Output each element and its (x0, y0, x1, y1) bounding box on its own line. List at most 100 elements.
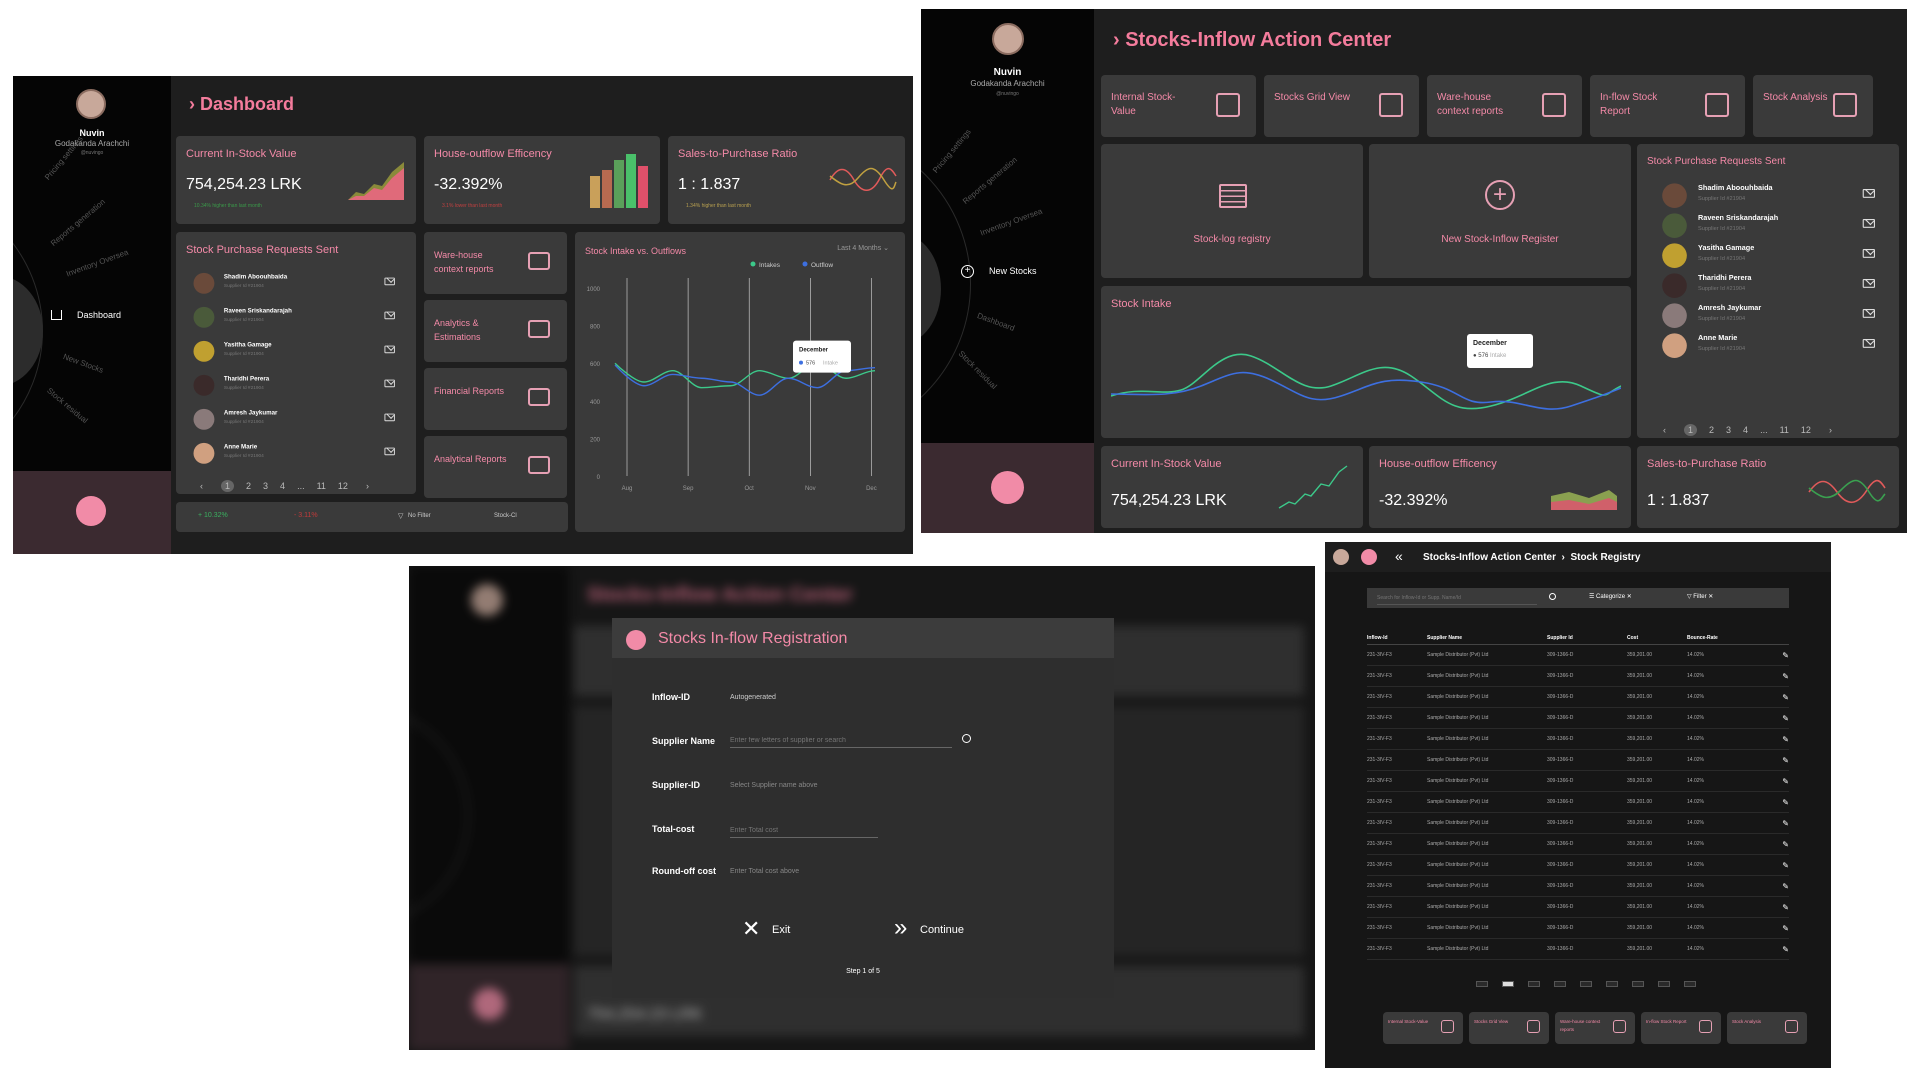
edit-icon[interactable]: ✎ (1737, 749, 1789, 771)
edit-icon[interactable]: ✎ (1737, 770, 1789, 792)
kpi-outflow[interactable]: House-outflow Efficency -32.392% (1369, 446, 1631, 528)
search-input[interactable] (1377, 591, 1537, 605)
table-row[interactable]: 231-3IV-F3 Sample Distributor (Pvt) Ltd 30… (1367, 938, 1789, 960)
page-number[interactable]: 1 (221, 480, 235, 492)
page-number[interactable]: 2 (246, 481, 252, 491)
list-item[interactable]: Shadim Aboouhbaida Supplier Id #21904 (184, 270, 408, 302)
action-tile[interactable]: In-flow Stock Report (1641, 1012, 1721, 1044)
page-dot[interactable] (1658, 981, 1670, 987)
mail-icon[interactable] (384, 311, 395, 320)
search-icon[interactable] (1549, 593, 1556, 600)
page-number[interactable]: 1 (1684, 424, 1698, 436)
action-tile[interactable]: Stocks Grid View (1264, 75, 1419, 137)
prev-icon[interactable]: ‹ (1663, 425, 1666, 435)
chart-range-select[interactable]: Last 4 Months ⌄ (837, 245, 889, 252)
edit-icon[interactable]: ✎ (1737, 686, 1789, 708)
edit-icon[interactable]: ✎ (1737, 854, 1789, 876)
nav-dashboard[interactable]: Dashboard (975, 311, 1016, 333)
prev-icon[interactable]: ‹ (200, 481, 203, 491)
report-tile[interactable]: Financial Reports (424, 368, 567, 430)
logo-icon[interactable] (76, 496, 106, 526)
filter-button[interactable]: ▽ Filter ✕ (1687, 594, 1714, 600)
mail-icon[interactable] (384, 413, 395, 422)
kpi-ratio[interactable]: Sales-to-Purchase Ratio 1 : 1.837 1.34% … (668, 136, 905, 224)
page-dot[interactable] (1476, 981, 1488, 987)
action-tile[interactable]: Stocks Grid View (1469, 1012, 1549, 1044)
edit-icon[interactable]: ✎ (1737, 644, 1789, 666)
page-dot[interactable] (1528, 981, 1540, 987)
list-item[interactable]: Shadim Aboouhbaida Supplier Id #21904 (1651, 180, 1891, 218)
search-icon[interactable] (962, 734, 971, 743)
new-register-button[interactable]: + New Stock-Inflow Register (1369, 144, 1631, 278)
table-row[interactable]: 231-3IV-F3 Sample Distributor (Pvt) Ltd 30… (1367, 812, 1789, 834)
mail-icon[interactable] (384, 447, 395, 456)
mail-icon[interactable] (1862, 218, 1876, 228)
nav-pricing[interactable]: Pricing settings (931, 127, 973, 175)
table-row[interactable]: 231-3IV-F3 Sample Distributor (Pvt) Ltd 30… (1367, 770, 1789, 792)
page-dot[interactable] (1632, 981, 1644, 987)
chart-range[interactable]: Last 4 Months (837, 245, 882, 252)
total-cost-input[interactable] (730, 824, 878, 838)
edit-icon[interactable]: ✎ (1737, 896, 1789, 918)
column-header[interactable]: Supplier Id (1547, 632, 1627, 645)
mail-icon[interactable] (384, 345, 395, 354)
report-tile[interactable]: Analytical Reports (424, 436, 567, 498)
page-number[interactable]: 4 (280, 481, 286, 491)
action-tile[interactable]: Internal Stock-Value (1383, 1012, 1463, 1044)
table-row[interactable]: 231-3IV-F3 Sample Distributor (Pvt) Ltd 30… (1367, 833, 1789, 855)
edit-icon[interactable]: ✎ (1737, 707, 1789, 729)
avatar[interactable] (992, 23, 1024, 55)
kpi-stock-value[interactable]: Current In-Stock Value 754,254.23 LRK 10… (176, 136, 416, 224)
nav-stock-residual[interactable]: Stock residual (956, 349, 999, 391)
list-item[interactable]: Yasitha Gamage Supplier Id #21904 (184, 338, 408, 370)
list-item[interactable]: Amresh Jaykumar Supplier Id #21904 (184, 406, 408, 438)
stocklog-button[interactable]: Stock-log registry (1101, 144, 1363, 278)
list-item[interactable]: Raveen Sriskandarajah Supplier Id #21904 (1651, 210, 1891, 248)
page-number[interactable]: 4 (1743, 425, 1749, 435)
nav-inventory[interactable]: Inventory Oversea (979, 206, 1044, 238)
column-header[interactable]: Cost (1627, 632, 1687, 645)
page-numbers[interactable]: 1 2 3 4... 11 12 (1678, 424, 1817, 436)
list-item[interactable]: Anne Marie Supplier Id #21904 (1651, 330, 1891, 368)
logo-icon[interactable] (991, 471, 1024, 504)
page-number[interactable]: ... (1760, 425, 1768, 435)
table-row[interactable]: 231-3IV-F3 Sample Distributor (Pvt) Ltd 30… (1367, 686, 1789, 708)
mail-icon[interactable] (1862, 278, 1876, 288)
column-header[interactable]: Inflow-Id (1367, 632, 1427, 645)
page-number[interactable]: 12 (1800, 425, 1811, 435)
exit-button[interactable]: ✕ Exit (742, 918, 822, 942)
page-dot[interactable] (1580, 981, 1592, 987)
action-tile[interactable]: Stock Analysis (1753, 75, 1873, 137)
mail-icon[interactable] (1862, 248, 1876, 258)
plus-circle-icon[interactable]: + (961, 265, 974, 278)
nav-reports[interactable]: Reports generation (961, 155, 1019, 206)
kpi-outflow[interactable]: House-outflow Efficency -32.392% 3.1% lo… (424, 136, 660, 224)
page-numbers[interactable]: 1 2 3 4... 11 12 (215, 480, 354, 492)
edit-icon[interactable]: ✎ (1737, 917, 1789, 939)
edit-icon[interactable]: ✎ (1737, 833, 1789, 855)
edit-icon[interactable]: ✎ (1737, 812, 1789, 834)
pagination[interactable] (1469, 974, 1703, 992)
pagination[interactable]: ‹ 1 2 3 4... 11 12 › (194, 476, 375, 494)
table-row[interactable]: 231-3IV-F3 Sample Distributor (Pvt) Ltd 30… (1367, 644, 1789, 666)
home-icon[interactable] (51, 310, 62, 320)
nav-new-stocks[interactable]: New Stocks (989, 266, 1037, 276)
action-tile[interactable]: In-flow Stock Report (1590, 75, 1745, 137)
column-header[interactable]: Bounce-Rate (1687, 632, 1737, 645)
page-dot[interactable] (1502, 981, 1514, 987)
table-row[interactable]: 231-3IV-F3 Sample Distributor (Pvt) Ltd 30… (1367, 854, 1789, 876)
table-row[interactable]: 231-3IV-F3 Sample Distributor (Pvt) Ltd 30… (1367, 707, 1789, 729)
page-dot[interactable] (1554, 981, 1566, 987)
mail-icon[interactable] (384, 379, 395, 388)
report-tile[interactable]: Ware-house context reports (424, 232, 567, 294)
nav-inventory[interactable]: Inventory Oversea (65, 247, 130, 279)
nav-reports[interactable]: Reports generation (49, 197, 107, 248)
supplier-name-input[interactable] (730, 734, 952, 748)
edit-icon[interactable]: ✎ (1737, 938, 1789, 960)
list-item[interactable]: Anne Marie Supplier Id #21904 (184, 440, 408, 472)
pagination[interactable]: ‹ 1 2 3 4... 11 12 › (1657, 420, 1838, 438)
action-tile[interactable]: Ware-house context reports (1427, 75, 1582, 137)
table-row[interactable]: 231-3IV-F3 Sample Distributor (Pvt) Ltd 30… (1367, 728, 1789, 750)
action-tile[interactable]: Internal Stock-Value (1101, 75, 1256, 137)
action-tile[interactable]: Ware-house context reports (1555, 1012, 1635, 1044)
